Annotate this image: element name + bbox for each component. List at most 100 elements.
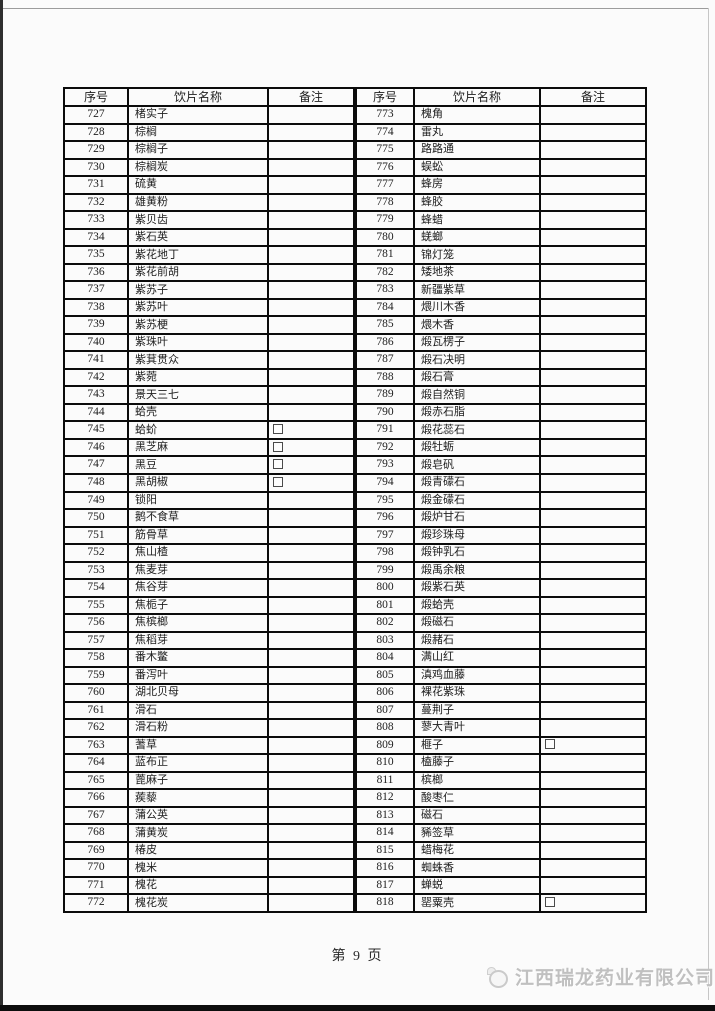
row-name-cell: 蜣螂 xyxy=(413,227,541,248)
row-no-cell: 768 xyxy=(63,823,129,843)
row-name-cell: 紫珠叶 xyxy=(127,332,269,353)
row-remark-cell xyxy=(267,385,355,405)
row-remark-cell xyxy=(267,297,355,318)
row-no-cell: 780 xyxy=(355,227,415,248)
row-remark-cell xyxy=(267,157,355,178)
row-no-cell: 787 xyxy=(355,350,415,370)
row-no-cell: 730 xyxy=(63,157,129,178)
row-no-cell: 760 xyxy=(63,683,129,703)
table-row: 801 煅蛤壳 xyxy=(355,595,647,616)
row-name-cell: 蜡梅花 xyxy=(413,840,541,861)
row-remark-cell xyxy=(539,262,647,283)
row-remark-cell xyxy=(267,105,355,125)
table-row: 763 蓍草 xyxy=(63,735,355,756)
row-name-cell: 紫花前胡 xyxy=(127,262,269,283)
table-row: 782 矮地茶 xyxy=(355,262,647,283)
row-name-cell: 雄黄粉 xyxy=(127,192,269,213)
row-name-cell: 番泻叶 xyxy=(127,665,269,686)
row-remark-cell xyxy=(267,893,355,913)
row-name-cell: 槐角 xyxy=(413,105,541,125)
row-name-cell: 紫花地丁 xyxy=(127,245,269,265)
table-row: 790 煅赤石脂 xyxy=(355,402,647,423)
row-remark-cell xyxy=(539,560,647,581)
row-name-cell: 楮实子 xyxy=(127,105,269,125)
row-remark-cell xyxy=(267,595,355,616)
row-no-cell: 759 xyxy=(63,665,129,686)
row-name-cell: 椿皮 xyxy=(127,840,269,861)
row-remark-cell xyxy=(267,122,355,143)
row-no-cell: 782 xyxy=(355,262,415,283)
table-row: 800 煅紫石英 xyxy=(355,578,647,598)
row-no-cell: 784 xyxy=(355,297,415,318)
row-no-cell: 771 xyxy=(63,875,129,896)
row-remark-cell xyxy=(539,578,647,598)
row-no-cell: 781 xyxy=(355,245,415,265)
row-no-cell: 767 xyxy=(63,805,129,826)
row-remark-cell xyxy=(539,525,647,546)
row-no-cell: 790 xyxy=(355,402,415,423)
row-remark-cell xyxy=(539,613,647,633)
table-row: 778 蜂胶 xyxy=(355,192,647,213)
row-remark-cell xyxy=(539,700,647,721)
row-no-cell: 818 xyxy=(355,893,415,913)
row-remark-cell xyxy=(539,157,647,178)
row-name-cell: 槐花炭 xyxy=(127,893,269,913)
row-no-cell: 777 xyxy=(355,175,415,195)
row-remark-cell xyxy=(539,823,647,843)
row-name-cell: 煅炉甘石 xyxy=(413,508,541,528)
row-remark-cell xyxy=(267,420,355,440)
row-remark-cell xyxy=(539,858,647,878)
row-no-cell: 775 xyxy=(355,140,415,160)
table-row: 807 蔓荆子 xyxy=(355,700,647,721)
table-row: 796 煅炉甘石 xyxy=(355,508,647,528)
no-header: 序号 xyxy=(63,86,129,108)
row-name-cell: 蛤蚧 xyxy=(127,420,269,440)
table-row: 735 紫花地丁 xyxy=(63,245,355,265)
row-name-cell: 鹅不食草 xyxy=(127,508,269,528)
row-name-cell: 蜈蚣 xyxy=(413,157,541,178)
row-name-cell: 黑芝麻 xyxy=(127,437,269,458)
table-row: 748 黑胡椒 xyxy=(63,473,355,493)
row-name-cell: 裸花紫珠 xyxy=(413,683,541,703)
table-row: 762 滑石粉 xyxy=(63,718,355,738)
row-no-cell: 791 xyxy=(355,420,415,440)
row-remark-cell xyxy=(539,227,647,248)
row-no-cell: 764 xyxy=(63,753,129,773)
row-no-cell: 729 xyxy=(63,140,129,160)
row-name-cell: 蒲公英 xyxy=(127,805,269,826)
row-remark-cell xyxy=(539,753,647,773)
row-remark-cell xyxy=(267,508,355,528)
row-name-cell: 焦山楂 xyxy=(127,543,269,563)
table-row: 803 煅赭石 xyxy=(355,630,647,651)
row-remark-cell xyxy=(267,840,355,861)
row-name-cell: 蜘蛛香 xyxy=(413,858,541,878)
checkbox-icon xyxy=(273,476,283,487)
row-no-cell: 742 xyxy=(63,367,129,388)
scan-edge-right xyxy=(708,8,709,1000)
table-row: 799 煅禹余粮 xyxy=(355,560,647,581)
table-row: 747 黑豆 xyxy=(63,455,355,475)
table-row: 754 焦谷芽 xyxy=(63,578,355,598)
table-row: 780 蜣螂 xyxy=(355,227,647,248)
table-row: 729 棕榈子 xyxy=(63,140,355,160)
table-row: 771 槐花 xyxy=(63,875,355,896)
row-no-cell: 733 xyxy=(63,210,129,230)
row-remark-cell xyxy=(267,227,355,248)
remark-header: 备注 xyxy=(267,86,355,108)
row-no-cell: 769 xyxy=(63,840,129,861)
company-logo-icon xyxy=(487,966,509,988)
row-remark-cell xyxy=(267,490,355,510)
row-remark-cell xyxy=(267,455,355,475)
row-no-cell: 750 xyxy=(63,508,129,528)
row-name-cell: 磁石 xyxy=(413,805,541,826)
row-name-cell: 槐花 xyxy=(127,875,269,896)
row-remark-cell xyxy=(539,595,647,616)
row-no-cell: 734 xyxy=(63,227,129,248)
row-name-cell: 番木鳖 xyxy=(127,648,269,668)
table-row: 751 筋骨草 xyxy=(63,525,355,546)
table-row: 797 煅珍珠母 xyxy=(355,525,647,546)
row-remark-cell xyxy=(539,245,647,265)
row-name-cell: 煨川木香 xyxy=(413,297,541,318)
row-no-cell: 758 xyxy=(63,648,129,668)
row-remark-cell xyxy=(539,508,647,528)
